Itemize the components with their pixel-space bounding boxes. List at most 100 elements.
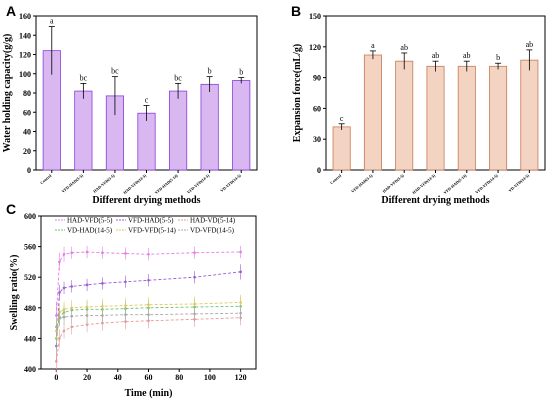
y-tick-label: 30 — [313, 135, 321, 144]
y-tick-label: 60 — [23, 108, 31, 117]
series-line — [55, 312, 241, 328]
data-point — [70, 314, 74, 318]
data-point — [147, 278, 150, 282]
data-point — [85, 305, 89, 309]
data-point — [85, 283, 89, 287]
data-point — [85, 314, 89, 317]
x-axis-title: Time (min) — [125, 388, 173, 399]
data-point — [55, 360, 58, 363]
data-point — [70, 306, 74, 310]
y-axis-title: Expansion force(mL/g) — [292, 44, 303, 142]
data-point — [55, 314, 58, 317]
legend-entry: VFD-HAD(5-5) — [128, 217, 174, 225]
data-point — [239, 311, 242, 315]
data-point — [193, 302, 196, 306]
legend-entry: HAD-VD(5-14) — [190, 217, 236, 225]
data-point — [239, 270, 242, 274]
category-label: VD-VFD(14-5) — [219, 173, 242, 194]
y-tick-label: 150 — [309, 12, 321, 21]
data-point — [70, 285, 74, 288]
data-point — [58, 317, 61, 320]
legend-entry: VD-HAD(14-5) — [67, 227, 113, 235]
x-tick-label: 0 — [54, 373, 58, 382]
category-label: VFD-HAD(5-5) — [61, 173, 85, 194]
data-point — [70, 325, 74, 329]
data-point — [85, 323, 89, 326]
y-tick-label: 160 — [19, 12, 31, 21]
panel-c: C 400 440 480 520 560 600 0 20 40 60 80 100 120 Time (… — [6, 201, 257, 399]
significance-label: ab — [463, 51, 471, 60]
category-label: VFD-VFD(14-5) — [186, 173, 211, 195]
significance-label: b — [208, 67, 212, 76]
bar — [395, 60, 414, 171]
panel-label: A — [6, 3, 16, 19]
category-label: VFD-HAD(5-14) — [154, 173, 180, 196]
panel-label: B — [291, 3, 301, 19]
bar — [520, 59, 539, 171]
y-axis-title: Water holding capacity(g/g) — [2, 34, 13, 153]
panel-b: B 0 30 60 90 120 150 c Control a VFD-HAD(5-5) ab HAD… — [291, 3, 546, 206]
data-point — [193, 275, 196, 279]
y-tick-label: 60 — [313, 104, 321, 113]
series-line — [55, 271, 241, 347]
data-point — [193, 251, 196, 255]
significance-label: b — [496, 53, 500, 62]
category-label: HAD-VFD(5-5) — [381, 173, 405, 194]
series-line — [55, 301, 241, 331]
y-tick-label: 0 — [317, 166, 321, 175]
y-tick-label: 480 — [24, 304, 36, 313]
y-tick-label: 0 — [27, 166, 31, 175]
y-axis-title: Swelling ratio(%) — [9, 255, 20, 331]
category-label: VD-VFD(14-5) — [507, 173, 530, 194]
data-point — [62, 315, 66, 319]
data-point — [58, 260, 61, 264]
data-point — [101, 251, 104, 255]
significance-label: c — [340, 114, 344, 123]
category-label: HAD-VFD(14-5) — [122, 173, 148, 196]
bar — [426, 65, 445, 171]
category-label: VFD-HAD(5-14) — [442, 173, 468, 196]
y-tick-label: 100 — [19, 70, 31, 79]
significance-label: bc — [80, 73, 88, 82]
legend-entry: HAD-VFD(5-5) — [67, 217, 113, 225]
bar — [489, 65, 508, 171]
bar — [168, 90, 188, 171]
bar — [457, 65, 476, 171]
data-point — [239, 250, 242, 254]
data-point — [70, 251, 74, 255]
legend-entry: VD-VFD(14-5) — [190, 227, 235, 235]
series-line — [55, 305, 241, 339]
panel-label: C — [6, 201, 16, 217]
data-point — [124, 280, 127, 284]
x-tick-label: 40 — [114, 373, 122, 382]
y-tick-label: 120 — [19, 51, 31, 60]
x-tick-label: 20 — [83, 373, 91, 382]
series-line — [55, 251, 241, 316]
data-point — [124, 304, 127, 307]
x-tick-label: 120 — [235, 373, 247, 382]
data-point — [147, 303, 150, 307]
category-label: HAD-VFD(14-5) — [411, 173, 437, 196]
data-point — [62, 252, 66, 256]
x-axis-title: Different drying methods — [92, 195, 200, 206]
data-point — [58, 291, 61, 294]
data-point — [101, 314, 104, 317]
data-point — [62, 329, 66, 333]
significance-label: c — [145, 96, 149, 105]
series-line — [55, 317, 241, 362]
y-tick-label: 80 — [23, 89, 31, 98]
data-point — [239, 301, 242, 304]
y-tick-label: 400 — [24, 365, 36, 374]
data-point — [58, 337, 61, 340]
bar — [332, 126, 351, 171]
significance-label: bc — [111, 67, 119, 76]
category-label: Control — [329, 172, 343, 185]
significance-label: a — [371, 41, 375, 50]
data-point — [85, 250, 89, 254]
significance-label: bc — [174, 73, 182, 82]
x-tick-label: 80 — [175, 373, 183, 382]
y-tick-label: 600 — [24, 212, 36, 221]
significance-label: b — [239, 68, 243, 77]
y-tick-label: 440 — [24, 334, 36, 343]
